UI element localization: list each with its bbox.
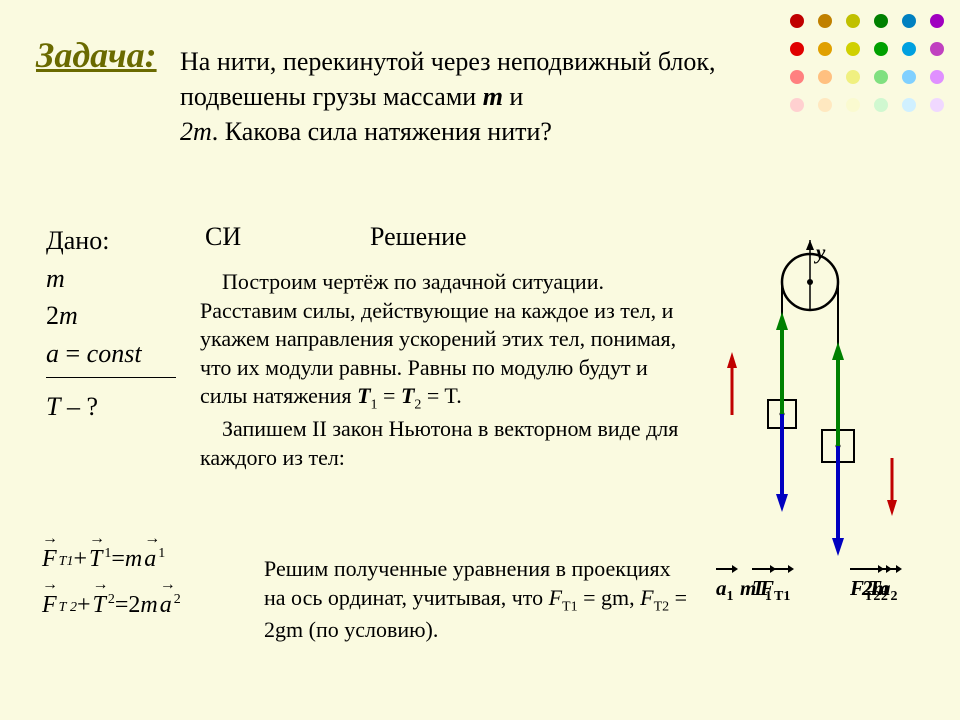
- projection-text: Решим полученные уравнения в проекциях н…: [264, 555, 694, 645]
- given-block: Дано: m 2m a = const T – ?: [46, 222, 176, 425]
- problem-statement: На нити, перекинутой через неподвижный б…: [180, 44, 800, 149]
- solution-text: Построим чертёж по задачной ситуации. Ра…: [200, 268, 690, 472]
- equation-block: FТ1 + T1 = m a1 FТ 2 + T2 = 2m a2: [40, 546, 181, 638]
- pulley-diagram: y T1 T2 a1 a2 m 2m FТ1 FТ2: [700, 240, 940, 570]
- si-label: СИ: [205, 222, 241, 252]
- solution-label: Решение: [370, 222, 467, 252]
- title-label: Задача:: [36, 34, 157, 76]
- decorative-dots: [790, 14, 944, 126]
